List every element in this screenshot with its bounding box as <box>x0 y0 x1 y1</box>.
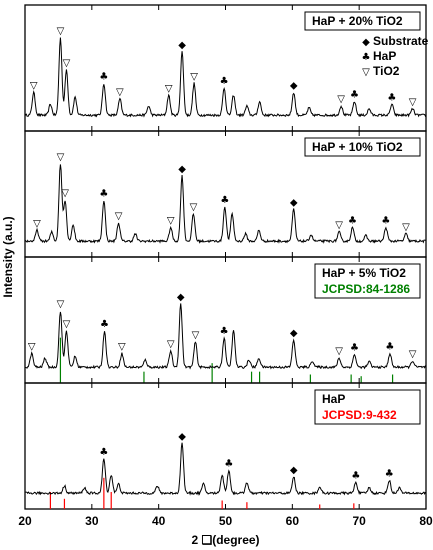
panel-1: ▽ ▽ ▽ ♣ ▽ ▽ ◆ ▽ ♣ ◆ ▽ ♣ ♣ ▽ HaP + 10% TiO2 <box>24 130 427 258</box>
peak-marker: ▽ <box>190 72 198 83</box>
peak-marker: ▽ <box>61 188 69 199</box>
peak-marker: ◆ <box>290 465 298 476</box>
x-tick-label: 80 <box>419 514 433 528</box>
peak-marker: ▽ <box>335 220 343 231</box>
legend-symbol: ◆ <box>362 37 370 48</box>
peak-marker: ◆ <box>290 328 298 339</box>
panels-group: ▽▽▽♣▽ ▽◆▽ ♣ ◆▽ ♣ ♣ ▽HaP + 20% TiO2◆ Substrate♣ H… <box>24 4 429 510</box>
peak-marker: ▽ <box>337 94 345 105</box>
x-axis: 20 30 40 50 60 70 80 <box>18 514 433 528</box>
peak-marker: ◆ <box>178 164 186 175</box>
diffraction-trace <box>24 37 427 118</box>
peak-marker: ♣ <box>350 343 359 354</box>
peak-marker: ♣ <box>100 319 109 330</box>
peak-marker: ◆ <box>290 198 298 209</box>
peak-marker: ◆ <box>178 431 186 442</box>
peak-marker: ♣ <box>220 326 229 337</box>
panel-sublabel: JCPSD:84-1286 <box>322 282 410 296</box>
y-axis-title: Intensity (a.u.) <box>1 216 15 297</box>
x-axis-title: 2 ❑(degree) <box>191 533 259 547</box>
x-tick-label: 30 <box>85 514 99 528</box>
peak-marker: ▽ <box>409 97 417 108</box>
x-tick-label: 60 <box>286 514 300 528</box>
peak-marker: ▽ <box>33 218 41 229</box>
peak-marker: ▽ <box>167 339 175 350</box>
legend-label: Substrate <box>373 34 429 48</box>
peak-marker: ♣ <box>351 470 360 481</box>
peak-marker: ♣ <box>385 469 394 480</box>
peak-marker: ♣ <box>220 76 229 87</box>
legend-symbol: ▽ <box>362 67 370 78</box>
legend-label: HaP <box>373 49 396 63</box>
legend-symbol: ♣ <box>362 52 371 63</box>
legend-label: TiO2 <box>373 64 400 78</box>
peak-marker: ▽ <box>115 211 123 222</box>
peak-marker: ♣ <box>99 447 108 458</box>
diffraction-trace <box>24 164 427 244</box>
x-tick-label: 70 <box>352 514 366 528</box>
peak-marker: ▽ <box>57 299 65 310</box>
panel-label-box <box>304 137 421 157</box>
panel-label: HaP + 5% TiO2 <box>322 266 406 280</box>
peak-marker: ♣ <box>220 195 229 206</box>
panel-label-box <box>314 389 421 425</box>
peak-marker: ▽ <box>63 58 71 69</box>
panel-label: HaP + 20% TiO2 <box>312 14 403 28</box>
peak-marker: ▽ <box>402 222 410 233</box>
peak-marker: ▽ <box>30 81 38 92</box>
peak-marker: ▽ <box>192 330 200 341</box>
panel-sublabel: JCPSD:9-432 <box>322 408 397 422</box>
x-tick-label: 20 <box>18 514 32 528</box>
peak-marker: ▽ <box>165 83 173 94</box>
peak-marker: ▽ <box>116 87 124 98</box>
peak-marker: ▽ <box>409 349 417 360</box>
diffraction-trace <box>24 303 427 370</box>
panel-label: HaP <box>322 392 345 406</box>
peak-marker: ▽ <box>28 342 36 353</box>
peak-marker: ♣ <box>99 188 108 199</box>
diffraction-trace <box>24 442 427 496</box>
x-tick-label: 40 <box>152 514 166 528</box>
panel-2: ▽ ▽ ▽ ♣ ▽ ▽ ◆ ▽ ♣ ◆ ▽ ♣ ♣ ▽ HaP + 5% TiO2 JCPSD:84-1286 <box>24 256 427 384</box>
panel-3: ♣ ◆ ♣ ◆ ♣ ♣ HaP JCPSD:9-432 <box>24 382 427 510</box>
peak-marker: ♣ <box>348 216 357 227</box>
panel-0: ▽▽▽♣▽ ▽◆▽ ♣ ◆▽ ♣ ♣ ▽HaP + 20% TiO2◆ Substrate♣ H… <box>24 4 429 132</box>
peak-marker: ◆ <box>178 40 186 51</box>
peak-marker: ◆ <box>290 81 298 92</box>
peak-marker: ♣ <box>387 92 396 103</box>
peak-marker: ▽ <box>190 202 198 213</box>
peak-marker: ♣ <box>385 342 394 353</box>
peak-marker: ▽ <box>57 152 65 163</box>
peak-marker: ♣ <box>99 72 108 83</box>
peak-marker: ♣ <box>381 216 390 227</box>
panel-label: HaP + 10% TiO2 <box>312 140 403 154</box>
x-tick-label: 50 <box>219 514 233 528</box>
panel-label-box <box>304 11 421 31</box>
peak-marker: ♣ <box>350 90 359 101</box>
panel-label-box <box>314 263 421 299</box>
peak-marker: ▽ <box>335 346 343 357</box>
peak-marker: ♣ <box>224 459 233 470</box>
peak-marker: ▽ <box>167 216 175 227</box>
peak-marker: ▽ <box>63 319 71 330</box>
peak-marker: ▽ <box>57 26 65 37</box>
peak-marker: ▽ <box>118 342 126 353</box>
peak-marker: ◆ <box>177 292 185 303</box>
